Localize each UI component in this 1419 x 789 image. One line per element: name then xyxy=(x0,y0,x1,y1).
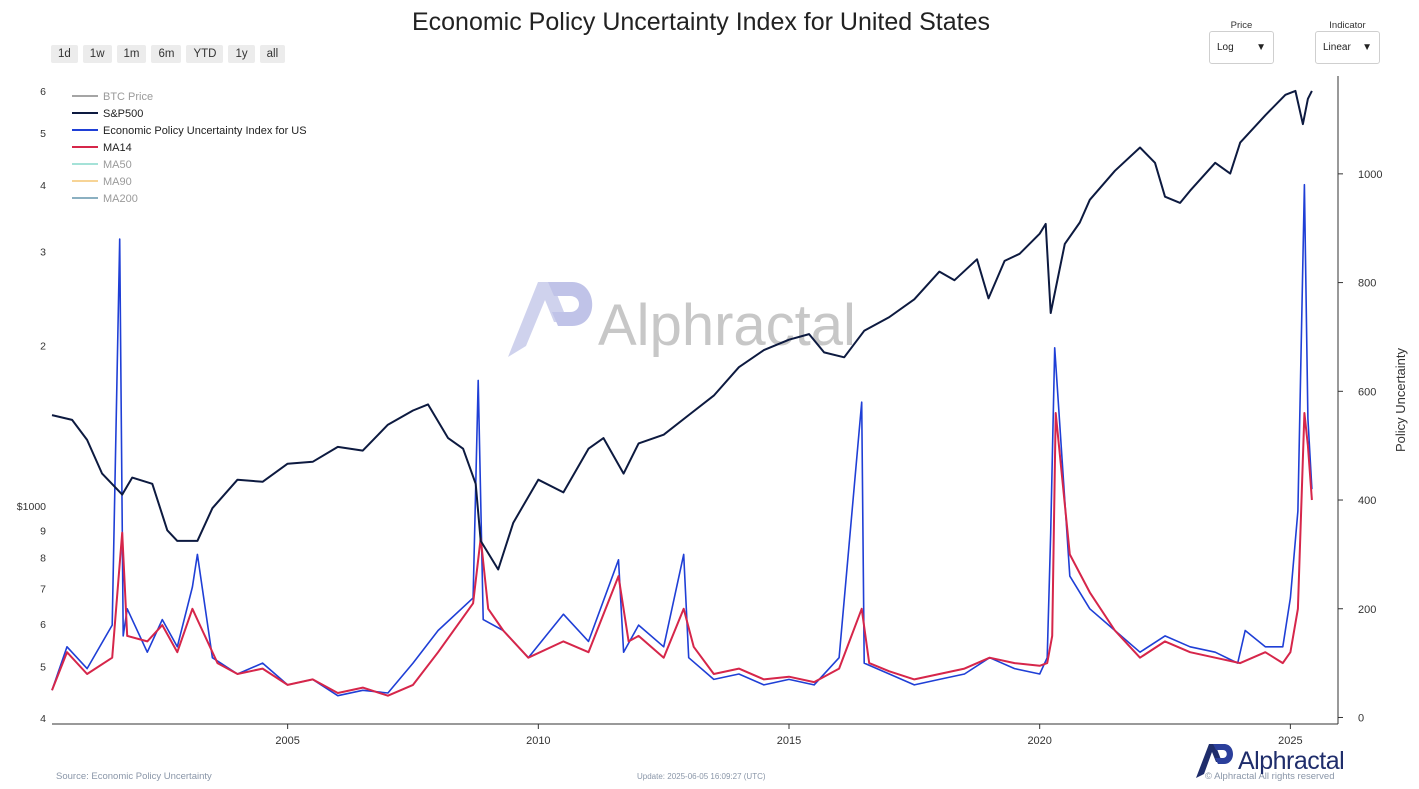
y-left-tick-label: 6 xyxy=(40,619,46,631)
time-range-selector: 1d 1w 1m 6m YTD 1y all xyxy=(51,45,286,63)
range-1m-button[interactable]: 1m xyxy=(116,45,147,63)
y-left-tick-label: 3 xyxy=(40,246,46,258)
range-1w-button[interactable]: 1w xyxy=(82,45,112,63)
ma14-line xyxy=(51,412,1313,697)
y-right-tick-label: 800 xyxy=(1358,278,1376,290)
legend-item-label[interactable]: Economic Policy Uncertainty Index for US xyxy=(103,125,307,137)
watermark: Alphractal xyxy=(508,282,856,358)
left-axis-ticks: 4 5 6 7 8 9 $1000 2 3 4 5 6 xyxy=(17,86,46,725)
y-left-tick-label: 4 xyxy=(40,180,46,192)
legend-item-label[interactable]: MA50 xyxy=(103,159,132,171)
price-scale-label: Price xyxy=(1230,20,1253,31)
watermark-text: Alphractal xyxy=(598,293,856,358)
alphractal-brand-icon xyxy=(1196,744,1233,778)
y-right-tick-label: 0 xyxy=(1358,712,1364,724)
indicator-scale-value: Linear xyxy=(1323,42,1351,53)
price-scale-value: Log xyxy=(1217,42,1234,53)
chevron-down-icon: ▼ xyxy=(1362,42,1372,53)
update-timestamp: Update: 2025-06-05 16:09:27 (UTC) xyxy=(637,772,766,781)
x-tick-label: 2005 xyxy=(275,735,299,747)
range-1y-button[interactable]: 1y xyxy=(228,45,255,63)
y-left-tick-label: 8 xyxy=(40,553,46,565)
y-left-tick-label: 5 xyxy=(40,128,46,140)
legend: BTC Price S&P500 Economic Policy Uncertain… xyxy=(72,91,307,205)
price-scale-dropdown[interactable]: Log ▼ xyxy=(1209,31,1274,64)
epu-line xyxy=(51,183,1313,697)
y-left-tick-label: 7 xyxy=(40,584,46,596)
sp500-line xyxy=(51,89,1313,571)
x-tick-label: 2015 xyxy=(777,735,801,747)
brand-logo: Alphractal xyxy=(1196,744,1345,778)
y-right-tick-label: 600 xyxy=(1358,386,1376,398)
y-left-tick-label: 2 xyxy=(40,340,46,352)
chevron-down-icon: ▼ xyxy=(1256,42,1266,53)
copyright-text: © Alphractal All rights reserved xyxy=(1205,771,1335,782)
legend-item-label[interactable]: MA90 xyxy=(103,176,132,188)
y-left-tick-label: 4 xyxy=(40,713,46,725)
x-tick-label: 2025 xyxy=(1278,735,1302,747)
range-1d-button[interactable]: 1d xyxy=(51,45,78,63)
y-right-tick-label: 400 xyxy=(1358,495,1376,507)
legend-item-label[interactable]: S&P500 xyxy=(103,108,143,120)
range-ytd-button[interactable]: YTD xyxy=(186,45,224,63)
y-right-tick-label: 200 xyxy=(1358,604,1376,616)
x-tick-label: 2010 xyxy=(526,735,550,747)
chart-title: Economic Policy Uncertainty Index for Un… xyxy=(411,8,991,36)
source-text: Source: Economic Policy Uncertainty xyxy=(56,771,212,782)
indicator-scale-dropdown[interactable]: Linear ▼ xyxy=(1315,31,1380,64)
y-left-tick-label: 5 xyxy=(40,661,46,673)
legend-item-label[interactable]: MA200 xyxy=(103,193,138,205)
range-all-button[interactable]: all xyxy=(259,45,286,63)
brand-name: Alphractal xyxy=(1238,746,1345,775)
series-layer xyxy=(51,89,1313,697)
right-axis-label: Policy Uncertainty xyxy=(1393,347,1408,452)
x-axis-ticks: 2005 2010 2015 2020 2025 xyxy=(275,724,1303,747)
x-tick-label: 2020 xyxy=(1027,735,1051,747)
range-6m-button[interactable]: 6m xyxy=(151,45,182,63)
indicator-scale-label: Indicator xyxy=(1329,20,1366,31)
y-left-tick-label: $1000 xyxy=(17,501,46,513)
legend-item-label[interactable]: MA14 xyxy=(103,142,132,154)
right-axis-ticks: 0 200 400 600 800 1000 xyxy=(1338,169,1382,724)
y-right-tick-label: 1000 xyxy=(1358,169,1382,181)
y-left-tick-label: 6 xyxy=(40,86,46,98)
alphractal-logo-icon xyxy=(508,282,593,357)
legend-item-label[interactable]: BTC Price xyxy=(103,91,153,103)
y-left-tick-label: 9 xyxy=(40,525,46,537)
